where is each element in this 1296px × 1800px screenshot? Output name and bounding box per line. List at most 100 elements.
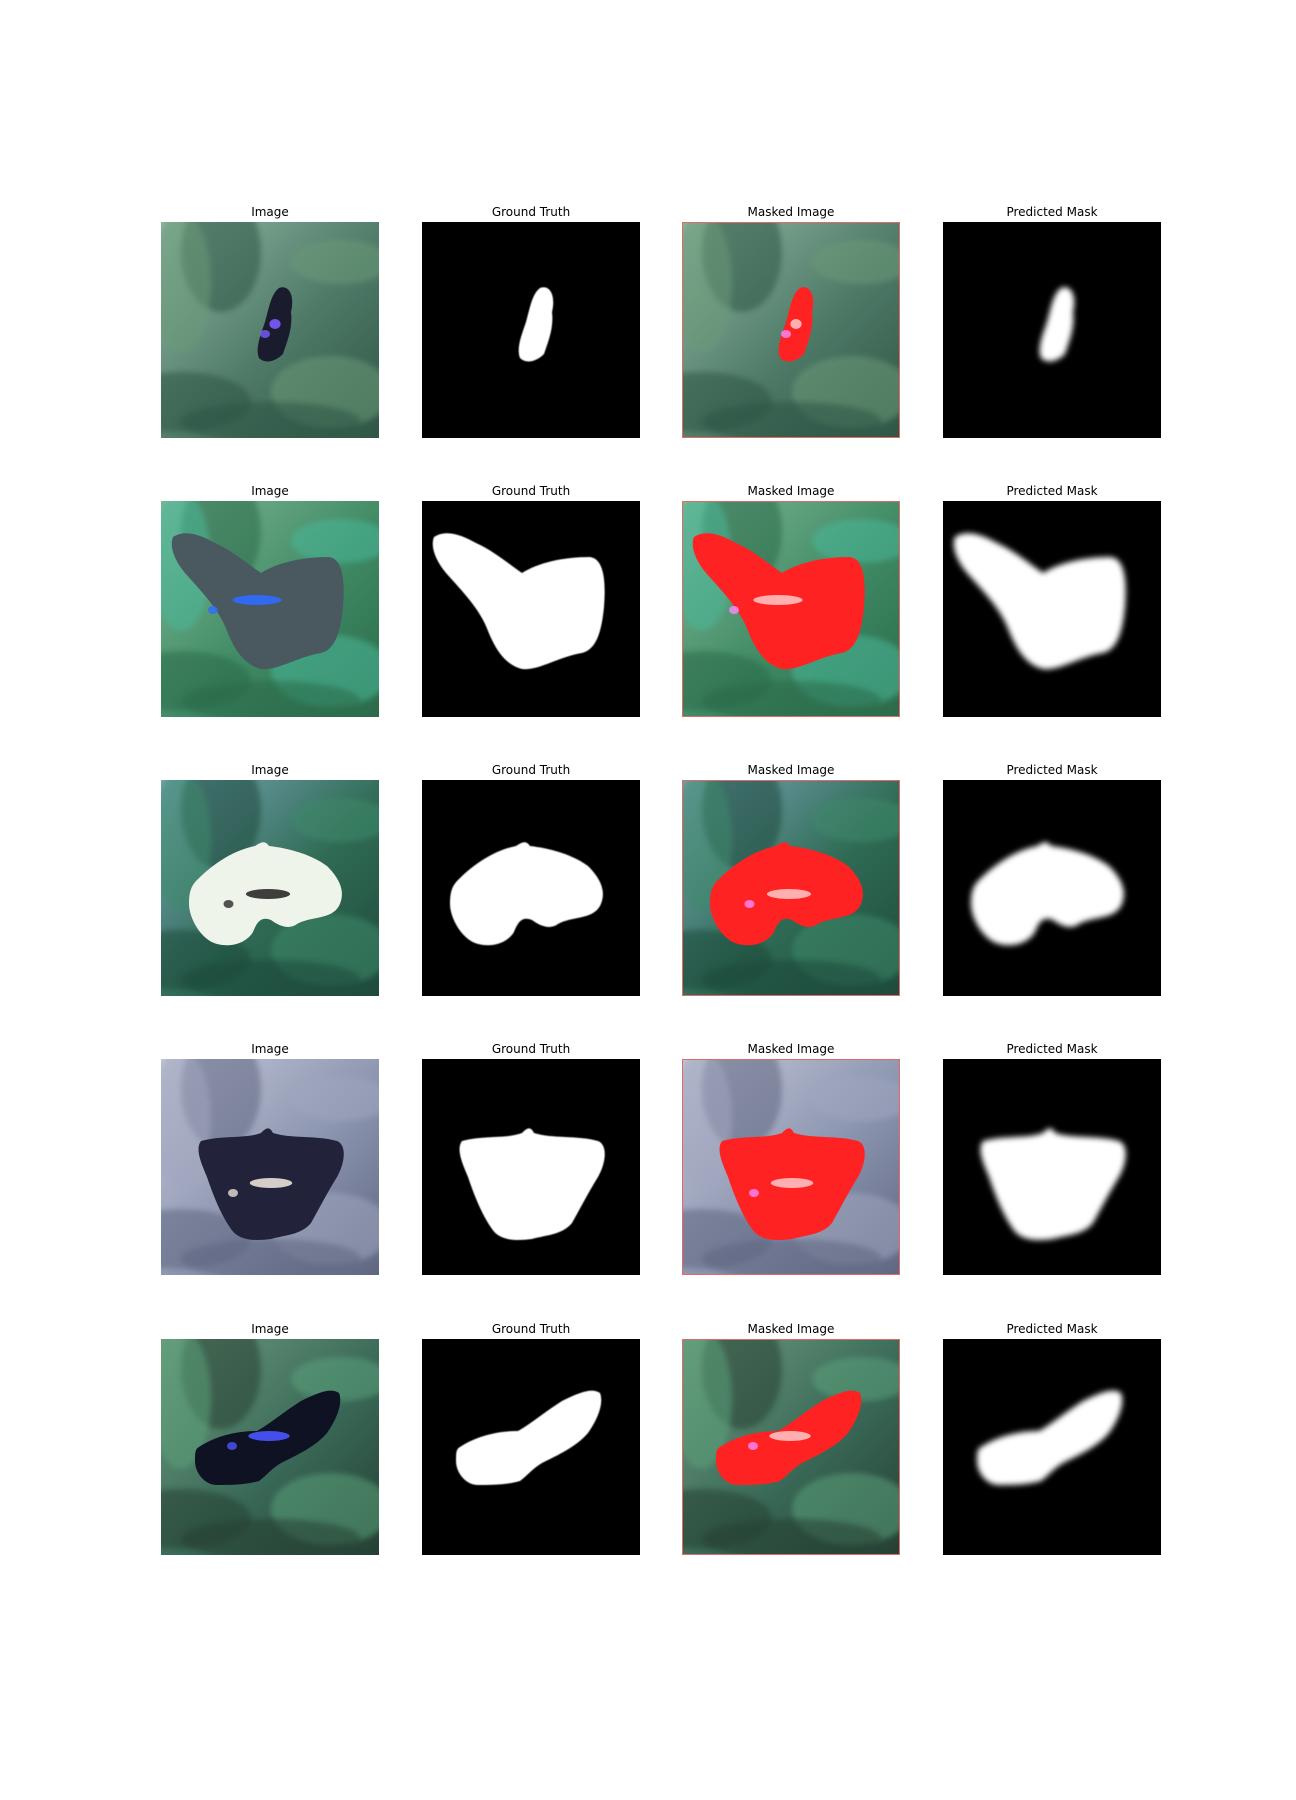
mask-foreground [953, 533, 1126, 670]
wing-spot [748, 1442, 758, 1450]
image-svg [161, 780, 379, 996]
wing-marking [269, 319, 281, 329]
foliage-blob [812, 1077, 900, 1121]
predicted-mask-svg [943, 1059, 1161, 1275]
foliage-blob [181, 402, 361, 438]
wing-marking [766, 889, 812, 899]
image-panel [161, 1059, 379, 1275]
foliage-blob [682, 1059, 732, 1189]
overlay-border [682, 780, 900, 996]
masked-image-svg [682, 501, 900, 717]
wing-spot [781, 330, 791, 338]
predicted-mask-svg [943, 222, 1161, 438]
subplot-title: Masked Image [747, 484, 835, 498]
foliage-blob [702, 1519, 882, 1555]
predicted-mask-svg [943, 1339, 1161, 1555]
subplot-title: Masked Image [747, 1042, 835, 1056]
wing-marking [770, 1178, 814, 1188]
overlay-border [682, 501, 900, 717]
masked-image-panel [682, 1339, 900, 1555]
subplot-title: Image [251, 205, 289, 219]
ground-truth-panel [422, 1059, 640, 1275]
mask-foreground [977, 1390, 1123, 1485]
masked-image-panel [682, 222, 900, 438]
wing-spot [749, 1189, 759, 1197]
subplot-title: Predicted Mask [1006, 205, 1098, 219]
image-svg [161, 501, 379, 717]
subplot-title: Image [251, 1042, 289, 1056]
predicted-mask-panel [943, 1339, 1161, 1555]
ground-truth-svg [422, 1339, 640, 1555]
masked-image-svg [682, 780, 900, 996]
foliage-blob [181, 681, 361, 717]
predicted-mask-panel [943, 1059, 1161, 1275]
ground-truth-svg [422, 1059, 640, 1275]
masked-image-svg [682, 1339, 900, 1555]
wing-spot [744, 900, 755, 908]
subplot-title: Ground Truth [491, 1042, 571, 1056]
foliage-blob [161, 1339, 211, 1469]
mask-foreground [971, 842, 1124, 946]
mask-foreground [459, 1128, 605, 1240]
masked-image-panel [682, 501, 900, 717]
image-panel [161, 1339, 379, 1555]
wing-spot [729, 606, 739, 614]
mask-foreground [1039, 287, 1075, 362]
ground-truth-panel [422, 1339, 640, 1555]
subplot-title: Ground Truth [491, 1322, 571, 1336]
wing-marking [245, 889, 291, 899]
subplot-title: Ground Truth [491, 763, 571, 777]
image-panel [161, 780, 379, 996]
foliage-blob [291, 1077, 379, 1121]
foliage-blob [161, 1059, 211, 1189]
ground-truth-panel [422, 780, 640, 996]
ground-truth-svg [422, 222, 640, 438]
subplot-title: Masked Image [747, 763, 835, 777]
foliage-blob [702, 960, 882, 996]
foliage-blob [291, 1357, 379, 1401]
foliage-blob [702, 1239, 882, 1275]
foliage-blob [812, 519, 900, 563]
ground-truth-panel [422, 222, 640, 438]
subplot-title: Ground Truth [491, 484, 571, 498]
ground-truth-panel [422, 501, 640, 717]
predicted-mask-svg [943, 780, 1161, 996]
foliage-blob [161, 222, 211, 352]
wing-marking [248, 1431, 290, 1441]
image-svg [161, 1339, 379, 1555]
foliage-blob [682, 1339, 732, 1469]
predicted-mask-panel [943, 222, 1161, 438]
foliage-blob [682, 222, 732, 352]
predicted-mask-svg [943, 501, 1161, 717]
wing-spot [260, 330, 270, 338]
wing-marking [232, 595, 282, 605]
subplot-title: Image [251, 1322, 289, 1336]
mask-foreground [518, 287, 554, 362]
wing-spot [208, 606, 218, 614]
mask-foreground [432, 533, 605, 670]
foliage-blob [702, 681, 882, 717]
subplot-title: Predicted Mask [1006, 484, 1098, 498]
foliage-blob [812, 240, 900, 284]
wing-spot [228, 1189, 238, 1197]
wing-marking [790, 319, 802, 329]
ground-truth-svg [422, 501, 640, 717]
foliage-blob [181, 960, 361, 996]
mask-foreground [980, 1128, 1126, 1240]
subplot-title: Ground Truth [491, 205, 571, 219]
subplot-title: Predicted Mask [1006, 1322, 1098, 1336]
subplot-title: Predicted Mask [1006, 1042, 1098, 1056]
wing-marking [249, 1178, 293, 1188]
wing-spot [223, 900, 234, 908]
subplot-title: Masked Image [747, 205, 835, 219]
mask-foreground [450, 842, 603, 946]
foliage-blob [702, 402, 882, 438]
wing-marking [769, 1431, 811, 1441]
foliage-blob [181, 1519, 361, 1555]
subplot-title: Predicted Mask [1006, 763, 1098, 777]
image-svg [161, 222, 379, 438]
subplot-title: Image [251, 484, 289, 498]
image-panel [161, 222, 379, 438]
foliage-blob [291, 519, 379, 563]
